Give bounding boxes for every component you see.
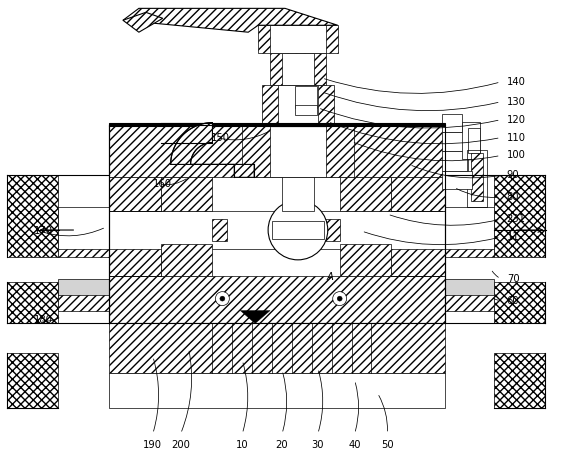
Bar <box>282 177 314 211</box>
Polygon shape <box>240 310 270 324</box>
Text: 200: 200 <box>171 440 190 450</box>
Text: 60: 60 <box>507 295 519 306</box>
Bar <box>494 353 545 408</box>
Bar <box>442 239 494 257</box>
Bar <box>242 123 354 177</box>
Bar <box>109 123 445 126</box>
Bar <box>471 153 483 201</box>
Bar <box>442 293 494 310</box>
Text: 10: 10 <box>236 440 249 450</box>
Bar <box>213 219 227 241</box>
Bar <box>58 207 110 249</box>
Polygon shape <box>123 8 337 32</box>
Text: 70: 70 <box>507 274 519 284</box>
Bar <box>58 239 110 257</box>
Text: 130: 130 <box>507 97 525 107</box>
Bar <box>258 25 337 53</box>
Bar <box>109 125 445 324</box>
Bar <box>109 125 445 324</box>
Bar <box>109 248 161 276</box>
Bar <box>462 121 480 159</box>
Text: 170: 170 <box>33 226 53 236</box>
Bar <box>270 120 326 126</box>
Bar <box>468 128 480 153</box>
Bar <box>442 113 462 132</box>
Bar <box>442 211 494 239</box>
Bar <box>278 85 318 123</box>
Bar <box>442 171 472 189</box>
Bar <box>161 244 213 276</box>
Circle shape <box>337 296 342 301</box>
Text: 90: 90 <box>507 170 519 181</box>
Text: 140: 140 <box>507 77 525 87</box>
Text: 11: 11 <box>507 232 520 242</box>
Bar <box>7 282 58 324</box>
Bar <box>467 150 487 207</box>
Text: 50: 50 <box>381 440 394 450</box>
Circle shape <box>268 200 328 260</box>
Bar <box>109 324 445 373</box>
Bar <box>58 279 110 295</box>
Bar <box>340 177 391 211</box>
Bar <box>109 126 445 177</box>
Bar <box>109 276 445 324</box>
Bar <box>270 53 326 85</box>
Bar <box>58 211 110 239</box>
Bar <box>109 211 445 249</box>
Bar <box>325 219 340 241</box>
Text: 100: 100 <box>507 151 525 160</box>
Text: 30: 30 <box>312 440 324 450</box>
Bar <box>391 248 445 276</box>
Polygon shape <box>123 12 163 32</box>
Bar <box>109 373 445 408</box>
Text: 160: 160 <box>153 179 172 189</box>
Bar <box>295 105 317 115</box>
Polygon shape <box>171 123 254 177</box>
Bar <box>442 132 468 151</box>
Text: 20: 20 <box>276 440 288 450</box>
Bar <box>270 25 326 53</box>
Bar <box>494 282 545 324</box>
Text: 190: 190 <box>143 440 162 450</box>
Text: 120: 120 <box>507 115 525 125</box>
Bar <box>270 123 326 177</box>
Text: 110: 110 <box>507 133 525 143</box>
Bar <box>442 207 494 249</box>
Circle shape <box>220 296 225 301</box>
Bar <box>494 175 545 257</box>
Text: 150: 150 <box>210 133 229 143</box>
Bar <box>7 353 58 408</box>
Bar <box>7 175 58 257</box>
Circle shape <box>333 292 347 306</box>
Text: 80: 80 <box>507 192 519 202</box>
Bar <box>282 35 314 123</box>
Bar <box>295 86 317 108</box>
Bar <box>262 85 333 123</box>
Bar <box>391 177 445 211</box>
Bar <box>340 244 391 276</box>
Text: 231: 231 <box>507 214 525 224</box>
Bar <box>442 151 468 171</box>
Bar <box>282 53 314 85</box>
Text: 180: 180 <box>33 316 52 325</box>
Bar <box>442 279 494 295</box>
Bar <box>272 221 324 239</box>
Circle shape <box>215 292 229 306</box>
Text: A: A <box>326 272 333 282</box>
Bar <box>58 293 110 310</box>
Bar <box>109 177 161 211</box>
Text: 40: 40 <box>348 440 361 450</box>
Bar <box>161 177 213 211</box>
